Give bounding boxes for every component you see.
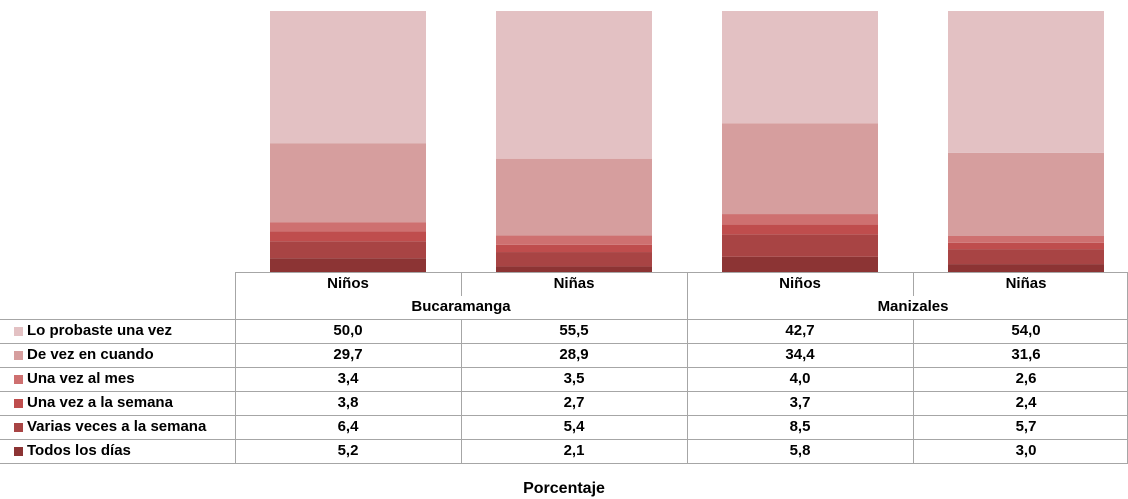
bar-segment-1-3 xyxy=(270,231,426,242)
bar-segment-1-6 xyxy=(270,11,426,144)
bar-segment-4-3 xyxy=(948,242,1104,250)
bar-segment-2-4 xyxy=(496,235,652,245)
bar-segment-4-1 xyxy=(948,264,1104,272)
bar-segment-3-1 xyxy=(722,256,878,272)
bar-segment-2-1 xyxy=(496,266,652,272)
bar-segment-4-6 xyxy=(948,11,1104,153)
bar-segment-3-6 xyxy=(722,11,878,124)
bar-segment-2-3 xyxy=(496,244,652,253)
bar-segment-2-5 xyxy=(496,158,652,236)
bar-segment-3-3 xyxy=(722,224,878,235)
bar-segment-1-1 xyxy=(270,258,426,272)
bar-segment-4-2 xyxy=(948,249,1104,265)
bar-segment-2-2 xyxy=(496,252,652,267)
bar-segment-4-4 xyxy=(948,235,1104,243)
bar-segment-3-4 xyxy=(722,214,878,225)
bar-segment-4-5 xyxy=(948,152,1104,236)
bar-segment-1-5 xyxy=(270,143,426,223)
bar-segment-2-6 xyxy=(496,11,652,159)
bar-segment-1-2 xyxy=(270,241,426,259)
bar-segment-3-5 xyxy=(722,123,878,215)
bar-segment-1-4 xyxy=(270,222,426,232)
bar-segment-3-2 xyxy=(722,234,878,257)
